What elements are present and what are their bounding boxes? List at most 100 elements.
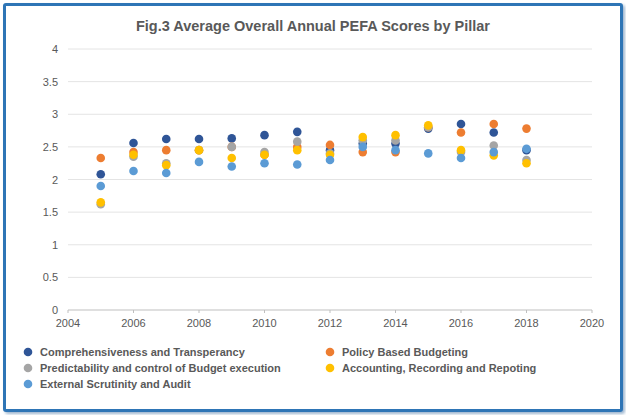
x-tick-label: 2006 (121, 317, 145, 329)
point (457, 154, 466, 163)
point (522, 159, 531, 168)
legend-marker (24, 380, 33, 389)
point (391, 146, 400, 155)
x-tick (68, 310, 69, 313)
grid-line (68, 114, 592, 115)
plot-area (96, 120, 530, 209)
point (326, 156, 335, 165)
point (96, 170, 105, 179)
point (227, 143, 236, 152)
point (260, 150, 269, 159)
point (96, 198, 105, 207)
point (489, 148, 498, 157)
y-tick-label: 3.5 (43, 76, 58, 88)
point (227, 143, 236, 152)
point (260, 150, 269, 159)
y-tick-label: 0 (52, 304, 58, 316)
x-tick (395, 310, 396, 313)
point (457, 128, 466, 137)
grid-line (68, 81, 592, 82)
y-tick-label: 2.5 (43, 141, 58, 153)
point (457, 120, 466, 129)
point (162, 146, 171, 155)
legend: Comprehensiveness and Transperancy Policy… (24, 346, 537, 390)
y-tick-label: 1 (52, 239, 58, 251)
grid-line (68, 277, 592, 278)
point (227, 162, 236, 171)
point (129, 167, 138, 176)
legend-marker (326, 364, 335, 373)
legend-marker (24, 348, 33, 357)
legend-label: Predictability and control of Budget exe… (40, 362, 281, 374)
point (457, 146, 466, 155)
point (195, 135, 204, 144)
point (195, 146, 204, 155)
y-tick-label: 4 (52, 43, 58, 55)
grid-line (68, 212, 592, 213)
point (293, 137, 302, 146)
point (358, 133, 367, 142)
x-tick (264, 310, 265, 313)
point (195, 146, 204, 155)
point (489, 128, 498, 137)
grid-line (68, 49, 592, 50)
point (391, 131, 400, 140)
series (96, 121, 530, 207)
grid-line (68, 179, 592, 180)
point (293, 128, 302, 137)
title: Fig.3 Average Overall Annual PEFA Scores… (136, 18, 490, 34)
point (260, 159, 269, 168)
point (522, 124, 531, 133)
y-tick-label: 3 (52, 108, 58, 120)
point (96, 182, 105, 191)
point (162, 169, 171, 178)
y-tick-label: 1.5 (43, 206, 58, 218)
y-tick-label: 0.5 (43, 271, 58, 283)
point (195, 158, 204, 167)
chart: Fig.3 Average Overall Annual PEFA Scores… (0, 0, 626, 415)
x-tick (133, 310, 134, 313)
legend-label: Accounting, Recording and Repoting (342, 362, 536, 374)
point (162, 161, 171, 170)
point (195, 146, 204, 155)
x-tick-label: 2014 (383, 317, 407, 329)
point (260, 131, 269, 140)
x-tick-label: 2004 (56, 317, 80, 329)
series (96, 123, 530, 209)
point (358, 143, 367, 152)
legend-label: Policy Based Budgeting (342, 346, 468, 358)
point (522, 145, 531, 154)
x-tick-label: 2016 (449, 317, 473, 329)
grid-line (68, 244, 592, 245)
x-tick (526, 310, 527, 313)
point (293, 146, 302, 155)
point (129, 139, 138, 148)
legend-marker (326, 348, 335, 357)
point (424, 149, 433, 158)
point (162, 135, 171, 144)
series (96, 120, 530, 179)
point (227, 154, 236, 163)
x-tick (199, 310, 200, 313)
point (489, 120, 498, 129)
legend-marker (24, 364, 33, 373)
point (326, 141, 335, 150)
x-tick-label: 2020 (580, 317, 604, 329)
series (96, 120, 530, 163)
point (227, 134, 236, 143)
y-tick-label: 2 (52, 174, 58, 186)
x-tick-label: 2010 (252, 317, 276, 329)
x-tick-label: 2008 (187, 317, 211, 329)
point (424, 121, 433, 130)
legend-label: Comprehensiveness and Transperancy (40, 346, 246, 358)
point (293, 160, 302, 169)
series (96, 143, 530, 191)
x-tick (592, 310, 593, 313)
x-tick (461, 310, 462, 313)
x-tick-label: 2018 (514, 317, 538, 329)
legend-label: External Scrutinity and Audit (40, 378, 191, 390)
x-tick-label: 2012 (318, 317, 342, 329)
point (129, 150, 138, 159)
point (96, 154, 105, 163)
x-tick (330, 310, 331, 313)
